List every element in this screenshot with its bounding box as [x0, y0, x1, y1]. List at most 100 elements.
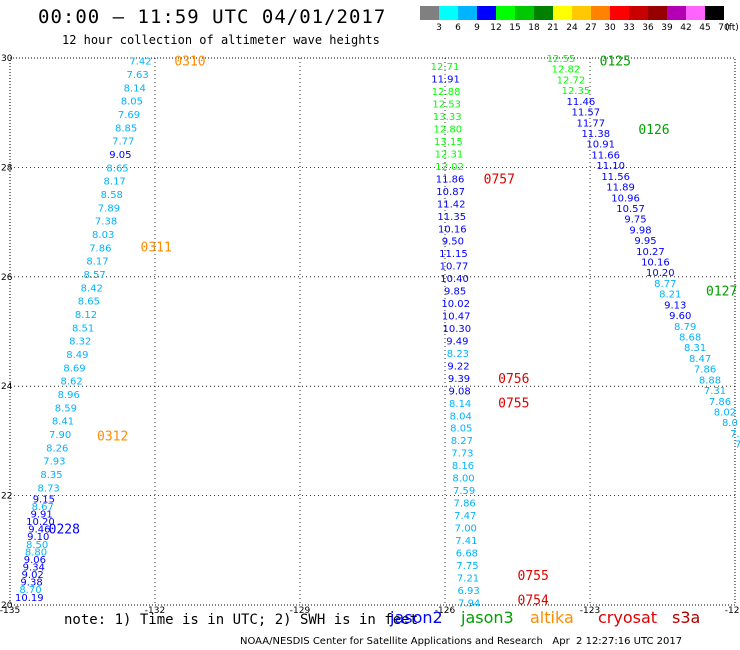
swh-value: 9.95 [634, 236, 656, 247]
swh-value: 8.65 [106, 163, 128, 174]
color-scale-label: 12 [490, 23, 502, 33]
swh-value: 11.38 [581, 129, 610, 140]
swh-value: 9.75 [624, 215, 646, 226]
swh-value: 11.57 [572, 108, 601, 119]
swh-value: 11.86 [436, 174, 465, 185]
color-scale-label: 45 [699, 23, 711, 33]
swh-value: 10.20 [646, 268, 675, 279]
color-swatch [705, 6, 724, 20]
swh-value: 8.00 [452, 474, 474, 485]
color-swatch [629, 6, 648, 20]
swh-value: 7.31 [704, 386, 726, 397]
swh-value: 12.55 [547, 54, 576, 65]
swh-value: 9.05 [109, 150, 131, 161]
footer-note: note: 1) Time is in UTC; 2) SWH is in fe… [64, 612, 419, 628]
swh-value: 7. [735, 440, 740, 451]
color-swatch [439, 6, 458, 20]
color-scale-label: 33 [623, 23, 635, 33]
x-tick-label: -123 [580, 606, 600, 616]
swh-value: 7.41 [455, 536, 477, 547]
swh-value: 11.15 [439, 249, 468, 260]
swh-value: 10.96 [611, 193, 640, 204]
swh-value: 8.51 [72, 323, 94, 334]
swh-value: 8.14 [449, 399, 471, 410]
swh-value: 8.50 [26, 540, 48, 551]
x-tick-label: -135 [0, 606, 20, 616]
swh-value: 8.58 [101, 190, 123, 201]
swh-value: 12.80 [433, 125, 462, 136]
color-scale-label: 30 [604, 23, 616, 33]
color-scale-label: 21 [547, 23, 559, 33]
swh-value: 8.17 [86, 257, 108, 268]
swh-value: 8.79 [674, 322, 696, 333]
swh-value: 12.31 [435, 149, 464, 160]
swh-value: 9.02 [22, 570, 44, 581]
swh-value: 6.93 [457, 586, 479, 597]
y-tick-label: 30 [1, 54, 13, 64]
swh-value: 7.86 [89, 243, 111, 254]
swh-value: 7.38 [95, 217, 117, 228]
swh-value: 6.68 [456, 548, 478, 559]
swh-value: 12.82 [552, 65, 581, 76]
swh-value: 7.69 [118, 110, 140, 121]
swh-value: 7.47 [454, 511, 476, 522]
y-tick-label: 20 [1, 601, 13, 611]
swh-value: 7.90 [49, 430, 71, 441]
swh-value: 12.72 [557, 75, 586, 86]
color-scale-label: 39 [661, 23, 673, 33]
swh-value: 8.80 [25, 547, 47, 558]
swh-value: 12.02 [435, 162, 464, 173]
swh-value: 8.14 [124, 83, 146, 94]
x-tick-label: -120 [725, 606, 740, 616]
swh-value: 9.15 [33, 494, 55, 505]
swh-value: 7.89 [98, 203, 120, 214]
pass-time-label: 0126 [638, 123, 669, 138]
swh-value: 10.16 [438, 224, 467, 235]
swh-value: 9.46 [28, 525, 50, 536]
swh-value: 8.17 [104, 177, 126, 188]
y-tick-label: 26 [1, 273, 13, 283]
pass-time-label: 0755 [518, 569, 549, 584]
color-swatch [496, 6, 515, 20]
color-scale-unit: (ft) [725, 23, 739, 33]
y-tick-label: 28 [1, 163, 13, 173]
swh-value: 8.42 [81, 283, 103, 294]
color-swatch [667, 6, 686, 20]
swh-value: 10.77 [440, 262, 469, 273]
color-scale-label: 3 [436, 23, 442, 33]
swh-value: 8.32 [69, 337, 91, 348]
color-swatch [477, 6, 496, 20]
swh-value: 8.27 [451, 436, 473, 447]
swh-value: 9.08 [448, 386, 470, 397]
swh-value: 10.47 [442, 312, 471, 323]
color-swatch [572, 6, 591, 20]
legend-entry-jason3: jason3 [461, 608, 514, 627]
color-swatch [515, 6, 534, 20]
legend-entry-jason2: jason2 [390, 608, 443, 627]
swh-value: 10.02 [441, 299, 470, 310]
swh-value: 9.34 [23, 562, 45, 573]
swh-value: 8.85 [115, 123, 137, 134]
color-swatch [610, 6, 629, 20]
swh-value: 7.94 [458, 598, 480, 609]
swh-value: 7.86 [454, 499, 476, 510]
swh-value: 7.63 [126, 70, 148, 81]
color-swatch [553, 6, 572, 20]
swh-value: 7.77 [112, 137, 134, 148]
legend-entry-altika: altika [530, 608, 574, 627]
x-tick-label: -129 [290, 606, 311, 616]
swh-value: 8.73 [38, 483, 60, 494]
swh-value: 9.98 [629, 225, 651, 236]
swh-value: 8.59 [55, 403, 77, 414]
swh-value: 7.42 [129, 57, 151, 68]
chart-title: 00:00 – 11:59 UTC 04/01/2017 [38, 6, 387, 28]
swh-value: 11.91 [431, 75, 460, 86]
swh-value: 12.71 [431, 62, 460, 73]
swh-value: 8.21 [659, 290, 681, 301]
color-scale-label: 18 [528, 23, 540, 33]
swh-value: 10.87 [436, 187, 465, 198]
swh-value: 9.06 [24, 555, 46, 566]
swh-value: 8.12 [75, 310, 97, 321]
swh-value: 12.88 [432, 87, 461, 98]
